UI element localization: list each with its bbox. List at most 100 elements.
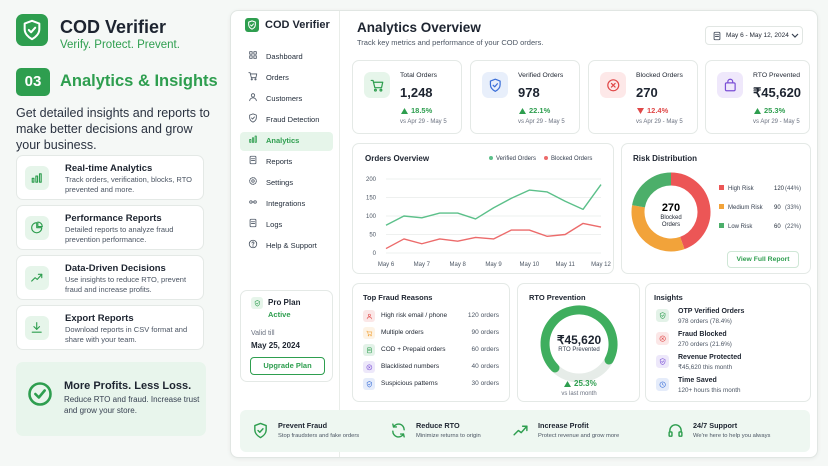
kpi-compare: vs Apr 29 - May 5 bbox=[753, 119, 800, 125]
legend-swatch bbox=[544, 156, 548, 160]
icon-part bbox=[249, 218, 257, 228]
icon bbox=[365, 330, 372, 336]
icon-part bbox=[724, 81, 736, 92]
donut-center-value: 270 bbox=[662, 202, 680, 214]
benefit-text: Minimize returns to origin bbox=[416, 433, 481, 439]
change-arrow bbox=[637, 108, 644, 114]
benefit-text: Protect revenue and grow more bbox=[538, 433, 620, 439]
x-tick-label: May 8 bbox=[449, 262, 466, 268]
icon-part bbox=[250, 23, 254, 27]
icon bbox=[370, 79, 384, 92]
plan-status: Active bbox=[268, 310, 291, 319]
icon bbox=[392, 423, 405, 438]
feature-title: Real-time Analytics bbox=[65, 163, 153, 174]
kpi-label: Verified Orders bbox=[518, 72, 564, 79]
nav-label: Fraud Detection bbox=[266, 115, 320, 124]
donut-slice bbox=[632, 172, 672, 208]
icon-box bbox=[364, 72, 390, 98]
icon-part bbox=[366, 364, 372, 370]
benefits-strip: Prevent Fraud Stop fraudsters and fake or… bbox=[240, 410, 810, 452]
card-title: Insights bbox=[654, 293, 683, 302]
icon-part bbox=[366, 347, 372, 353]
icon-part bbox=[28, 382, 52, 406]
x-tick-label: May 11 bbox=[556, 262, 576, 268]
icon-part bbox=[249, 155, 257, 165]
legend-label: Medium Risk bbox=[728, 205, 764, 211]
donut-center-label: Blocked Orders bbox=[660, 215, 682, 228]
insights-card: Insights OTP Verified Orders 978 orders (7… bbox=[645, 283, 811, 402]
icon-part bbox=[659, 381, 666, 388]
icon-part bbox=[713, 31, 721, 41]
nav-label: Settings bbox=[266, 178, 294, 187]
icon-part bbox=[249, 218, 257, 228]
icon-part bbox=[249, 177, 257, 185]
graphic: 0 50 100 150 200 May 6 May 7 May 8 May 9 May 10 Ma… bbox=[366, 156, 611, 268]
icon bbox=[23, 19, 41, 41]
icon-part bbox=[659, 335, 666, 342]
icon-part bbox=[248, 20, 256, 30]
nav-label: Dashboard bbox=[266, 52, 303, 61]
x-tick-label: May 12 bbox=[591, 262, 611, 268]
nav-item[interactable] bbox=[246, 216, 333, 235]
plan-valid-date: May 25, 2024 bbox=[251, 341, 300, 350]
chevron bbox=[791, 33, 799, 38]
nav-label: Customers bbox=[266, 94, 303, 103]
feature-title: Performance Reports bbox=[65, 213, 162, 224]
icon-part bbox=[370, 79, 384, 89]
y-tick-label: 50 bbox=[369, 233, 376, 239]
icon-box bbox=[717, 72, 743, 98]
date-picker[interactable]: May 6 - May 12, 2024 bbox=[705, 26, 803, 45]
legend-swatch bbox=[719, 223, 724, 228]
icon-part bbox=[251, 241, 255, 246]
graphic bbox=[519, 108, 526, 114]
icon-part bbox=[255, 302, 259, 304]
benefit-title: 24/7 Support bbox=[693, 421, 738, 430]
icon-part bbox=[251, 116, 255, 120]
y-tick-label: 0 bbox=[373, 251, 377, 257]
icon-part bbox=[678, 431, 683, 437]
legend-swatch bbox=[719, 204, 724, 209]
feature-title: Export Reports bbox=[65, 313, 134, 324]
legend-label: Verified Orders bbox=[496, 156, 536, 162]
icon-part bbox=[31, 274, 43, 282]
reason-value: 30 orders bbox=[471, 380, 499, 387]
icon-box bbox=[25, 166, 49, 190]
y-tick-label: 150 bbox=[366, 196, 377, 202]
icon-part bbox=[661, 314, 664, 317]
icon-part bbox=[249, 55, 253, 59]
icon-part bbox=[659, 312, 666, 319]
slice-value: 60 bbox=[774, 224, 781, 230]
insight-title: Fraud Blocked bbox=[678, 331, 727, 338]
legend-swatch bbox=[489, 156, 493, 160]
section-description: Get detailed insights and reports to mak… bbox=[16, 106, 210, 152]
view-report-button[interactable]: View Full Report bbox=[727, 251, 799, 268]
kpi-change: 25.3% bbox=[764, 106, 786, 115]
nav-label: Logs bbox=[266, 220, 283, 229]
kpi-value: 270 bbox=[636, 85, 658, 100]
feature-text: Detailed reports to analyze fraud preven… bbox=[65, 225, 174, 244]
icon-part bbox=[249, 200, 257, 204]
icon-part bbox=[31, 322, 43, 334]
icon bbox=[248, 72, 258, 81]
donut-slice bbox=[631, 205, 685, 252]
slice-share: (44%) bbox=[785, 186, 801, 192]
line-series bbox=[385, 184, 602, 226]
icon-part bbox=[249, 51, 253, 55]
icon bbox=[249, 155, 257, 165]
icon-part bbox=[248, 239, 258, 249]
reason-label: Multiple orders bbox=[381, 329, 424, 336]
nav-label: Help & Support bbox=[266, 241, 317, 250]
reason-value: 60 orders bbox=[471, 346, 499, 353]
nav-item[interactable] bbox=[246, 69, 333, 88]
gauge-arc bbox=[540, 305, 618, 373]
upgrade-button[interactable]: Upgrade Plan bbox=[250, 357, 325, 375]
kpi-compare: vs Apr 29 - May 5 bbox=[518, 119, 565, 125]
benefit-title: Prevent Fraud bbox=[278, 421, 328, 430]
slice-value: 120 bbox=[774, 186, 785, 192]
reason-label: High risk email / phone bbox=[381, 312, 448, 319]
icon-part bbox=[31, 222, 43, 234]
icon bbox=[366, 380, 372, 388]
icon-part bbox=[252, 245, 254, 247]
kpi-compare: vs Apr 29 - May 5 bbox=[636, 119, 683, 125]
